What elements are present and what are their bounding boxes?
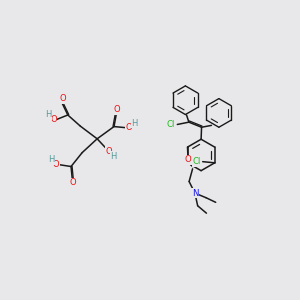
Text: O: O [113,105,120,114]
Text: Cl: Cl [192,157,200,166]
Text: O: O [125,123,132,132]
Text: H: H [48,155,54,164]
Text: H: H [111,152,117,160]
Text: O: O [69,178,76,187]
Text: O: O [184,155,191,164]
Text: O: O [59,94,66,103]
Text: O: O [106,146,112,155]
Text: N: N [192,189,198,198]
Text: H: H [45,110,51,119]
Text: O: O [53,160,60,169]
Text: H: H [132,118,138,127]
Text: O: O [50,115,57,124]
Text: Cl: Cl [167,120,175,129]
